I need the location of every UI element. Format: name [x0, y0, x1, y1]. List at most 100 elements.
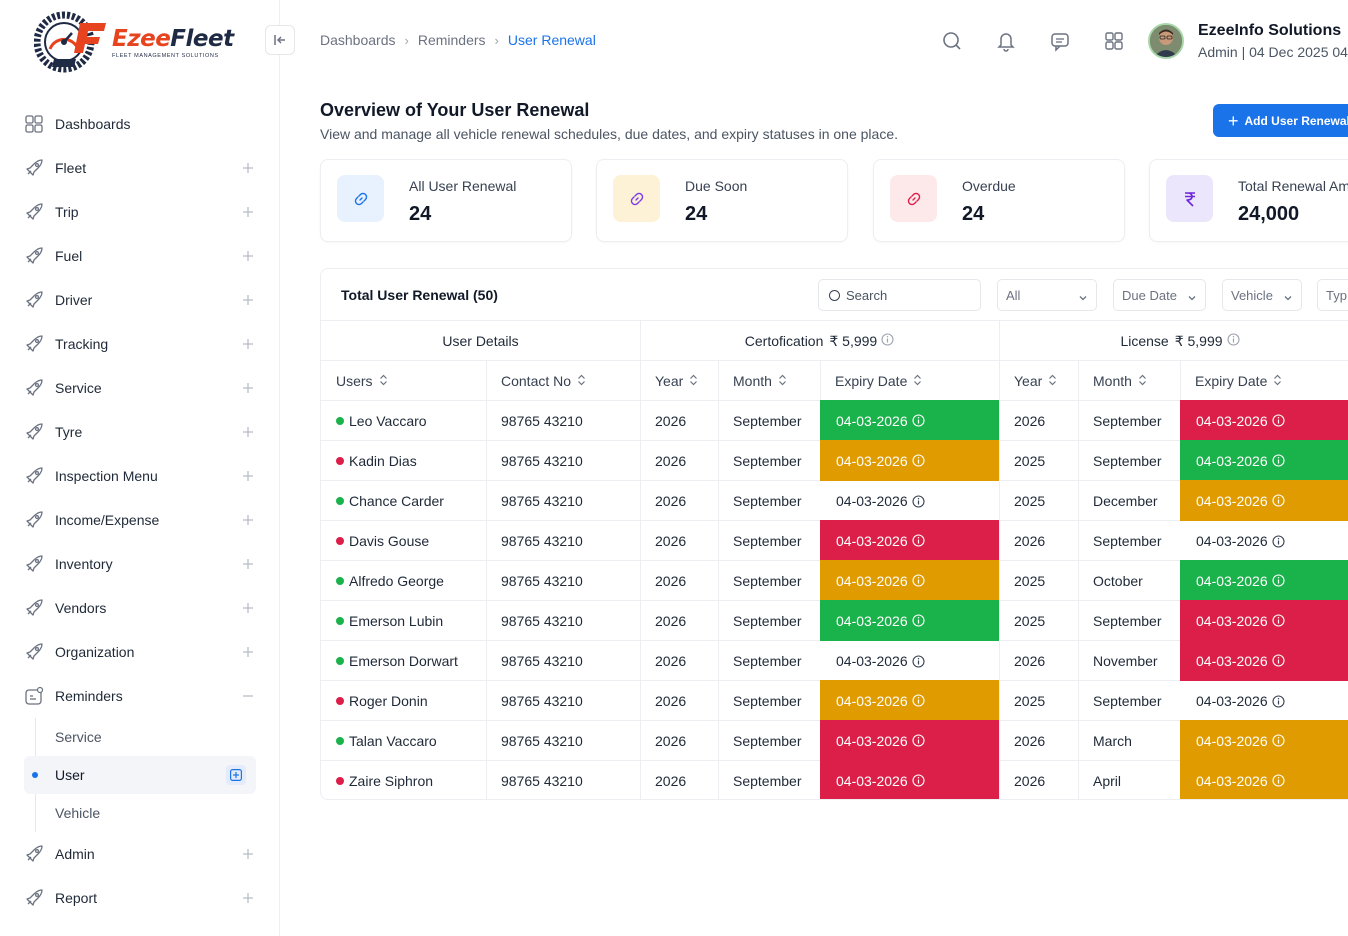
info-icon[interactable]: [912, 494, 925, 508]
sidebar-item-trip[interactable]: Trip: [24, 190, 256, 234]
breadcrumb-dashboards[interactable]: Dashboards: [320, 32, 396, 48]
column-header-expiry-date[interactable]: Expiry Date: [820, 361, 999, 401]
expand-plus-icon[interactable]: [242, 337, 254, 349]
sidebar-item-fuel[interactable]: Fuel: [24, 234, 256, 278]
sort-icon[interactable]: [913, 373, 922, 389]
sidebar-item-reminders[interactable]: Reminders: [24, 674, 256, 718]
collapse-minus-icon[interactable]: [242, 689, 254, 701]
info-icon[interactable]: [912, 614, 925, 627]
sidebar-collapse-button[interactable]: [265, 25, 295, 55]
filter-select-typ[interactable]: Typ: [1317, 279, 1348, 311]
expand-plus-icon[interactable]: [242, 249, 254, 261]
chat-icon[interactable]: [1049, 30, 1071, 52]
user-name-cell[interactable]: Chance Carder: [321, 481, 486, 521]
info-icon[interactable]: [912, 694, 925, 707]
expand-plus-icon[interactable]: [242, 891, 254, 903]
column-header-month[interactable]: Month: [1078, 361, 1180, 401]
add-square-icon[interactable]: [226, 765, 246, 785]
sidebar-item-service[interactable]: Service: [24, 366, 256, 410]
info-icon[interactable]: [1272, 574, 1285, 587]
sidebar-item-income-expense[interactable]: Income/Expense: [24, 498, 256, 542]
sidebar-item-tracking[interactable]: Tracking: [24, 322, 256, 366]
sort-icon[interactable]: [1048, 373, 1057, 389]
column-header-year[interactable]: Year: [999, 361, 1078, 401]
expand-plus-icon[interactable]: [242, 161, 254, 173]
add-user-renewal-button[interactable]: + Add User Renewal: [1213, 104, 1348, 137]
info-icon[interactable]: [1272, 454, 1285, 467]
user-name-cell[interactable]: Talan Vaccaro: [321, 721, 486, 761]
user-name-cell[interactable]: Davis Gouse: [321, 521, 486, 561]
sidebar-subitem-service[interactable]: Service: [24, 718, 256, 756]
expand-plus-icon[interactable]: [242, 601, 254, 613]
info-icon[interactable]: [912, 414, 925, 427]
info-icon[interactable]: [1272, 494, 1285, 507]
user-name-cell[interactable]: Zaire Siphron: [321, 761, 486, 799]
info-icon[interactable]: [912, 454, 925, 467]
info-icon[interactable]: [1272, 614, 1285, 627]
expand-plus-icon[interactable]: [242, 557, 254, 569]
info-icon[interactable]: [1226, 333, 1240, 349]
info-icon[interactable]: [1272, 654, 1285, 667]
sidebar-item-vendors[interactable]: Vendors: [24, 586, 256, 630]
expand-plus-icon[interactable]: [242, 205, 254, 217]
expand-plus-icon[interactable]: [242, 425, 254, 437]
sidebar-item-fleet[interactable]: Fleet: [24, 146, 256, 190]
bell-icon[interactable]: [995, 30, 1017, 52]
stat-card-overdue[interactable]: Overdue 24: [873, 159, 1125, 242]
sidebar-subitem-user[interactable]: User: [24, 756, 256, 794]
info-icon[interactable]: [912, 654, 925, 668]
apps-grid-icon[interactable]: [1103, 30, 1125, 52]
expand-plus-icon[interactable]: [242, 513, 254, 525]
expand-plus-icon[interactable]: [242, 847, 254, 859]
sort-icon[interactable]: [778, 373, 787, 389]
brand-logo[interactable]: EzeeFleet FLEET MANAGEMENT SOLUTIONS: [33, 10, 246, 74]
column-header-contact-no[interactable]: Contact No: [486, 361, 640, 401]
column-header-year[interactable]: Year: [640, 361, 718, 401]
search-icon[interactable]: [941, 30, 963, 52]
column-header-users[interactable]: Users: [321, 361, 486, 401]
info-icon[interactable]: [912, 534, 925, 547]
user-name-cell[interactable]: Alfredo George: [321, 561, 486, 601]
sort-icon[interactable]: [577, 373, 586, 389]
stat-card-all-user-renewal[interactable]: All User Renewal 24: [320, 159, 572, 242]
column-header-month[interactable]: Month: [718, 361, 820, 401]
expand-plus-icon[interactable]: [242, 645, 254, 657]
user-name-cell[interactable]: Emerson Lubin: [321, 601, 486, 641]
stat-card-total-renewal-am[interactable]: Total Renewal Am 24,000: [1149, 159, 1348, 242]
stat-card-due-soon[interactable]: Due Soon 24: [596, 159, 848, 242]
sidebar-item-organization[interactable]: Organization: [24, 630, 256, 674]
breadcrumb-reminders[interactable]: Reminders: [417, 32, 486, 48]
info-icon[interactable]: [912, 574, 925, 587]
info-icon[interactable]: [1272, 534, 1285, 548]
sidebar-item-tyre[interactable]: Tyre: [24, 410, 256, 454]
expand-plus-icon[interactable]: [242, 469, 254, 481]
user-name[interactable]: EzeeInfo Solutions: [1198, 22, 1342, 39]
avatar[interactable]: [1148, 23, 1184, 59]
info-icon[interactable]: [881, 333, 894, 349]
sidebar-item-dashboards[interactable]: Dashboards: [24, 102, 256, 146]
search-input[interactable]: Search: [818, 279, 981, 311]
sidebar-item-driver[interactable]: Driver: [24, 278, 256, 322]
info-icon[interactable]: [1272, 694, 1285, 708]
sidebar-subitem-vehicle[interactable]: Vehicle: [24, 794, 256, 832]
user-name-cell[interactable]: Kadin Dias: [321, 441, 486, 481]
info-icon[interactable]: [1272, 414, 1285, 427]
info-icon[interactable]: [912, 734, 925, 747]
info-icon[interactable]: [1272, 734, 1285, 747]
sidebar-item-inspection-menu[interactable]: Inspection Menu: [24, 454, 256, 498]
info-icon[interactable]: [912, 774, 925, 787]
sidebar-item-admin[interactable]: Admin: [24, 832, 256, 876]
user-name-cell[interactable]: Roger Donin: [321, 681, 486, 721]
sidebar-item-report[interactable]: Report: [24, 876, 256, 920]
info-icon[interactable]: [1272, 774, 1285, 787]
filter-select-all[interactable]: All: [997, 279, 1097, 311]
expand-plus-icon[interactable]: [242, 381, 254, 393]
filter-select-due-date[interactable]: Due Date: [1113, 279, 1206, 311]
user-name-cell[interactable]: Emerson Dorwart: [321, 641, 486, 681]
sort-icon[interactable]: [1273, 373, 1282, 389]
sort-icon[interactable]: [689, 373, 698, 389]
sort-icon[interactable]: [1138, 373, 1147, 389]
filter-select-vehicle[interactable]: Vehicle: [1222, 279, 1302, 311]
user-name-cell[interactable]: Leo Vaccaro: [321, 401, 486, 441]
column-header-expiry-date[interactable]: Expiry Date: [1180, 361, 1348, 401]
